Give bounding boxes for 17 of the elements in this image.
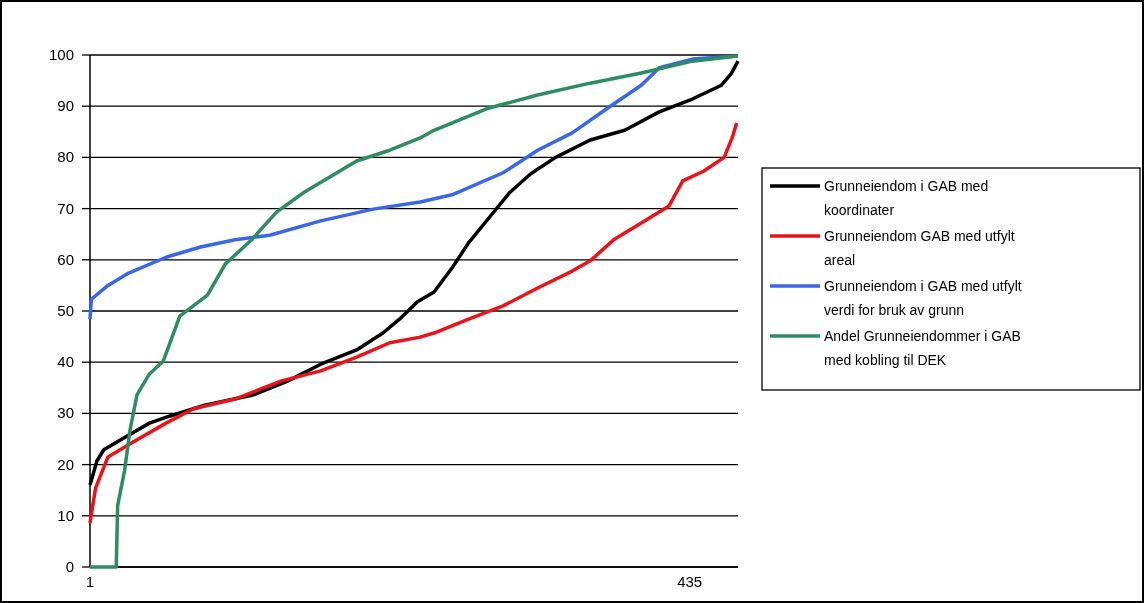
x-tick-label: 1 — [85, 573, 95, 590]
y-tick-label: 40 — [57, 353, 74, 371]
y-tick-label: 20 — [57, 455, 74, 473]
y-tick-label: 10 — [57, 506, 74, 524]
legend-label: Grunneiendom i GAB med koordinater — [824, 178, 989, 218]
y-tick-label: 90 — [57, 97, 74, 115]
y-tick-label: 30 — [57, 404, 74, 422]
legend-label: Andel Grunneiendommer i GAB med kobling til DEK — [824, 328, 1021, 368]
y-tick-label: 70 — [57, 199, 74, 217]
y-tick-label: 0 — [65, 558, 74, 575]
y-tick-label: 50 — [57, 302, 74, 319]
legend-label: Grunneiendom GAB med utfylt areal — [824, 228, 1015, 268]
legend-label: Grunneiendom i GAB med utfylt verdi for bruk av grunn — [824, 278, 1022, 318]
y-tick-label: 60 — [57, 250, 74, 268]
y-tick-label: 80 — [57, 148, 74, 166]
y-tick-label: 100 — [48, 46, 74, 63]
x-tick-label: 435 — [677, 573, 703, 590]
